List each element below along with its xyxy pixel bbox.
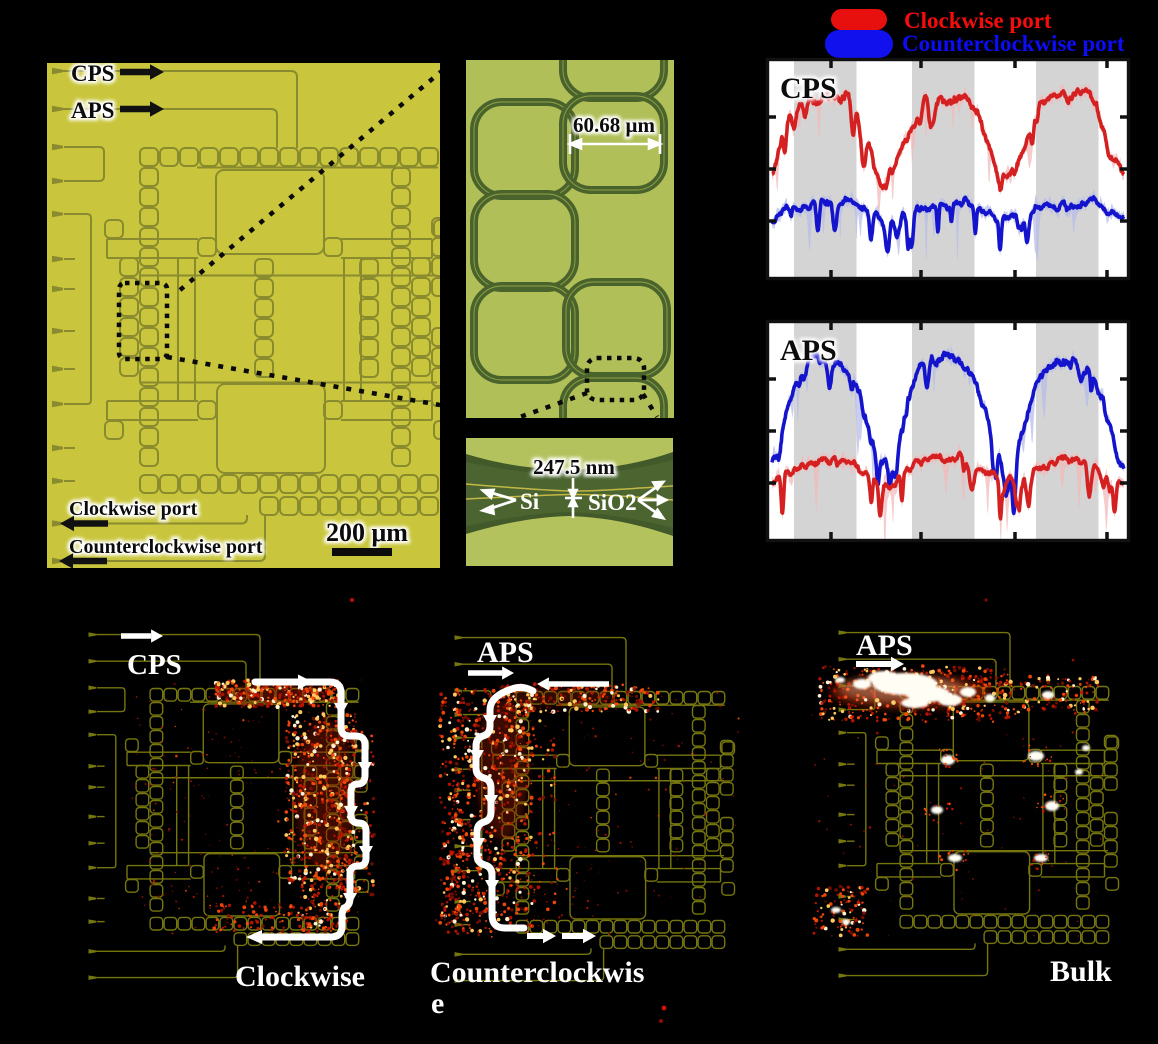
svg-text:200 μm: 200 μm [326,518,408,547]
svg-text:SiO2: SiO2 [588,490,637,515]
svg-text:247.5 nm: 247.5 nm [533,455,615,479]
svg-text:Si: Si [520,489,540,514]
svg-text:247.5 nm: 247.5 nm [533,455,615,479]
svg-text:Counterclockwise port: Counterclockwise port [69,536,263,558]
svg-text:Bulk: Bulk [1050,955,1112,988]
svg-text:60.68 μm: 60.68 μm [573,113,655,137]
svg-text:Clockwise port: Clockwise port [69,498,198,520]
svg-text:e: e [431,987,444,1020]
svg-text:Counterclockwise port: Counterclockwise port [902,31,1125,56]
svg-text:Clockwise port: Clockwise port [69,498,198,520]
svg-text:APS: APS [71,98,114,123]
svg-text:Clockwise: Clockwise [235,960,365,993]
svg-text:60.68 μm: 60.68 μm [573,113,655,137]
svg-text:APS: APS [780,334,837,367]
svg-text:APS: APS [780,334,837,367]
svg-text:CPS: CPS [780,72,837,105]
svg-text:APS: APS [477,636,534,669]
svg-text:CPS: CPS [71,61,114,86]
svg-text:APS: APS [71,98,114,123]
svg-text:APS: APS [856,629,913,662]
svg-text:CPS: CPS [780,72,837,105]
svg-text:CPS: CPS [71,61,114,86]
svg-text:CPS: CPS [127,649,182,681]
svg-text:Clockwise port: Clockwise port [904,8,1052,33]
svg-text:200 μm: 200 μm [326,518,408,547]
svg-text:Counterclockwise port: Counterclockwise port [69,536,263,558]
svg-text:Counterclockwis: Counterclockwis [430,956,644,989]
